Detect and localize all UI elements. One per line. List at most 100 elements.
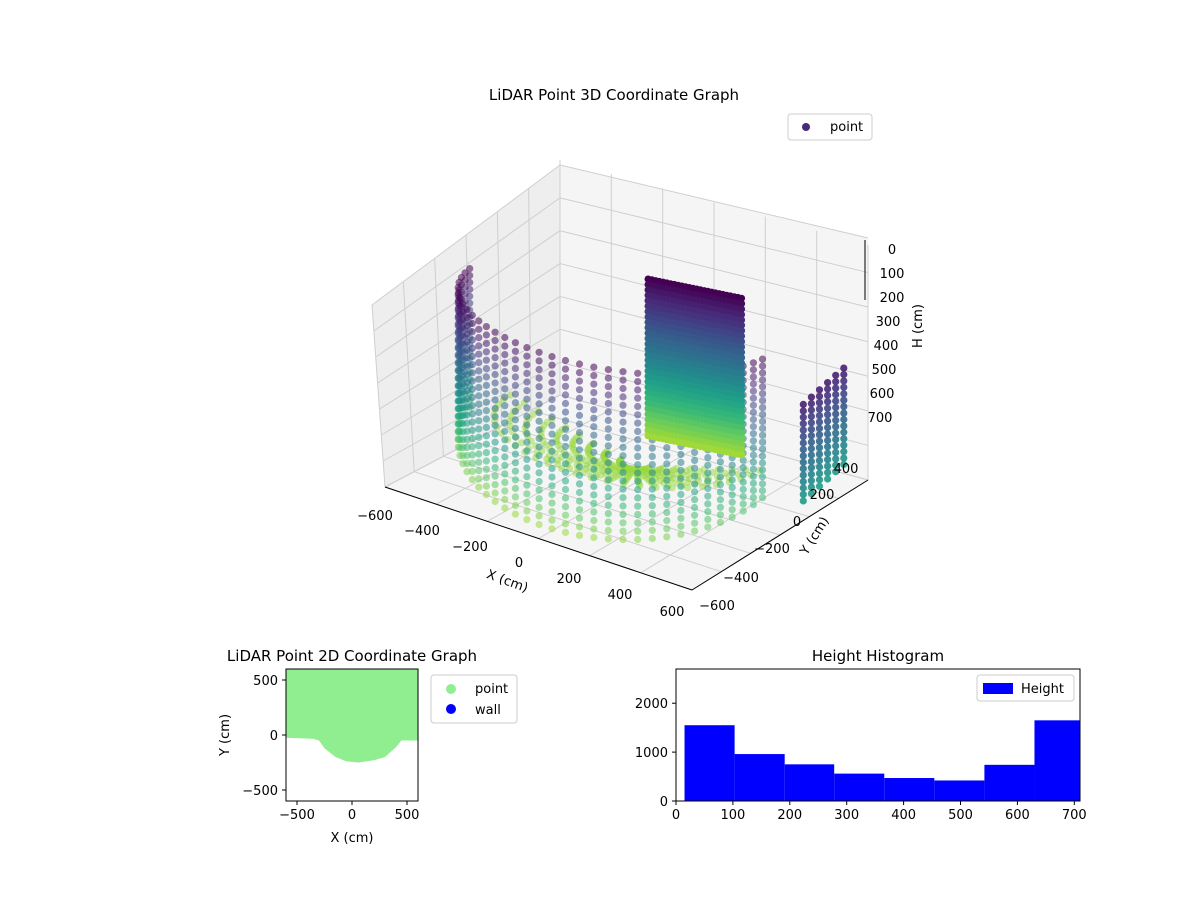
point-3d bbox=[475, 458, 483, 466]
point-3d bbox=[604, 484, 612, 492]
point-3d bbox=[468, 418, 476, 426]
point-3d bbox=[491, 447, 499, 455]
point-3d bbox=[799, 465, 807, 473]
point-3d bbox=[535, 520, 543, 529]
point-3d bbox=[561, 528, 570, 537]
point-3d bbox=[523, 516, 531, 524]
point-3d bbox=[523, 455, 531, 463]
legend-3d-frame bbox=[787, 113, 873, 141]
point-3d bbox=[535, 348, 543, 356]
point-3d bbox=[475, 433, 483, 441]
point-3d bbox=[758, 494, 767, 502]
point-3d bbox=[824, 404, 832, 412]
point-3d bbox=[561, 520, 570, 528]
point-3d bbox=[648, 485, 656, 493]
point-3d bbox=[807, 393, 816, 401]
point-3d bbox=[604, 416, 612, 424]
point-3d bbox=[575, 463, 584, 471]
point-3d bbox=[511, 450, 519, 458]
point-3d bbox=[475, 408, 483, 416]
point-3d bbox=[728, 461, 736, 469]
point-3d bbox=[535, 452, 543, 460]
point-3d bbox=[604, 391, 612, 399]
point-3d bbox=[468, 443, 476, 451]
point-3d bbox=[575, 369, 584, 377]
point-3d bbox=[604, 501, 612, 509]
point-3d bbox=[648, 518, 656, 526]
point-3d bbox=[535, 486, 543, 494]
point-3d bbox=[561, 503, 570, 511]
legend-2d: point wall bbox=[430, 674, 518, 724]
point-3d bbox=[523, 387, 531, 395]
y-axis-line-3d bbox=[691, 479, 869, 591]
point-3d bbox=[535, 426, 543, 434]
point-3d bbox=[463, 427, 471, 435]
z-tick-label-3d: 200 bbox=[880, 291, 905, 306]
point-3d bbox=[634, 535, 642, 544]
point-3d bbox=[548, 456, 556, 464]
point-3d bbox=[482, 407, 490, 415]
point-3d bbox=[815, 412, 824, 420]
point-3d bbox=[840, 377, 848, 385]
point-3d bbox=[648, 534, 656, 543]
point-3d bbox=[604, 459, 612, 467]
point-3d bbox=[824, 456, 832, 464]
point-3d bbox=[824, 436, 832, 444]
point-3d bbox=[561, 374, 570, 382]
point-3d bbox=[815, 418, 824, 426]
point-3d bbox=[663, 492, 671, 500]
point-3d bbox=[832, 416, 840, 424]
point-3d bbox=[739, 471, 747, 479]
point-3d bbox=[749, 437, 758, 445]
point-3d bbox=[749, 465, 758, 473]
point-3d bbox=[737, 435, 746, 443]
point-3d bbox=[590, 533, 598, 542]
grid-line-left-vertical bbox=[434, 258, 444, 457]
x-tick-label-histogram: 200 bbox=[777, 808, 802, 823]
point-3d bbox=[648, 502, 656, 510]
point-3d bbox=[511, 381, 519, 390]
point-3d bbox=[619, 410, 627, 418]
point-3d bbox=[475, 367, 483, 375]
point-3d bbox=[684, 484, 692, 492]
point-3d bbox=[575, 523, 584, 531]
point-3d bbox=[840, 428, 848, 436]
point-3d bbox=[749, 430, 758, 438]
point-3d bbox=[482, 339, 490, 347]
legend-histogram-label: Height bbox=[1021, 682, 1064, 697]
point-3d bbox=[523, 421, 531, 429]
point-3d bbox=[815, 476, 824, 484]
histogram-bar bbox=[684, 725, 735, 801]
point-3d bbox=[634, 477, 642, 485]
point-3d bbox=[663, 460, 671, 468]
point-3d bbox=[501, 359, 509, 367]
point-3d bbox=[737, 332, 746, 340]
point-3d bbox=[468, 476, 476, 484]
point-3d bbox=[561, 460, 570, 468]
point-3d bbox=[511, 347, 519, 355]
point-3d bbox=[728, 498, 736, 506]
point-3d bbox=[758, 383, 767, 391]
point-3d bbox=[501, 410, 509, 418]
point-3d bbox=[704, 492, 712, 500]
point-3d bbox=[691, 511, 699, 519]
point-3d bbox=[728, 506, 736, 514]
point-3d bbox=[575, 514, 584, 522]
point-3d bbox=[475, 350, 483, 358]
point-3d bbox=[511, 501, 519, 510]
point-3d bbox=[619, 426, 627, 435]
point-3d bbox=[799, 433, 807, 441]
point-3d bbox=[840, 390, 848, 398]
x-tick-label-histogram: 300 bbox=[834, 808, 859, 823]
point-3d bbox=[807, 457, 816, 465]
point-3d bbox=[663, 525, 671, 533]
grid-line-left-vertical bbox=[402, 281, 415, 472]
point-3d bbox=[575, 454, 584, 462]
point-3d bbox=[704, 523, 712, 531]
point-3d bbox=[491, 464, 499, 472]
chart-histogram: Height Histogram 0 100 200 300 400 500 600 7000… bbox=[635, 647, 1087, 823]
point-3d bbox=[758, 452, 767, 460]
title-histogram: Height Histogram bbox=[812, 647, 944, 665]
point-3d bbox=[501, 376, 509, 384]
point-3d bbox=[739, 464, 747, 472]
